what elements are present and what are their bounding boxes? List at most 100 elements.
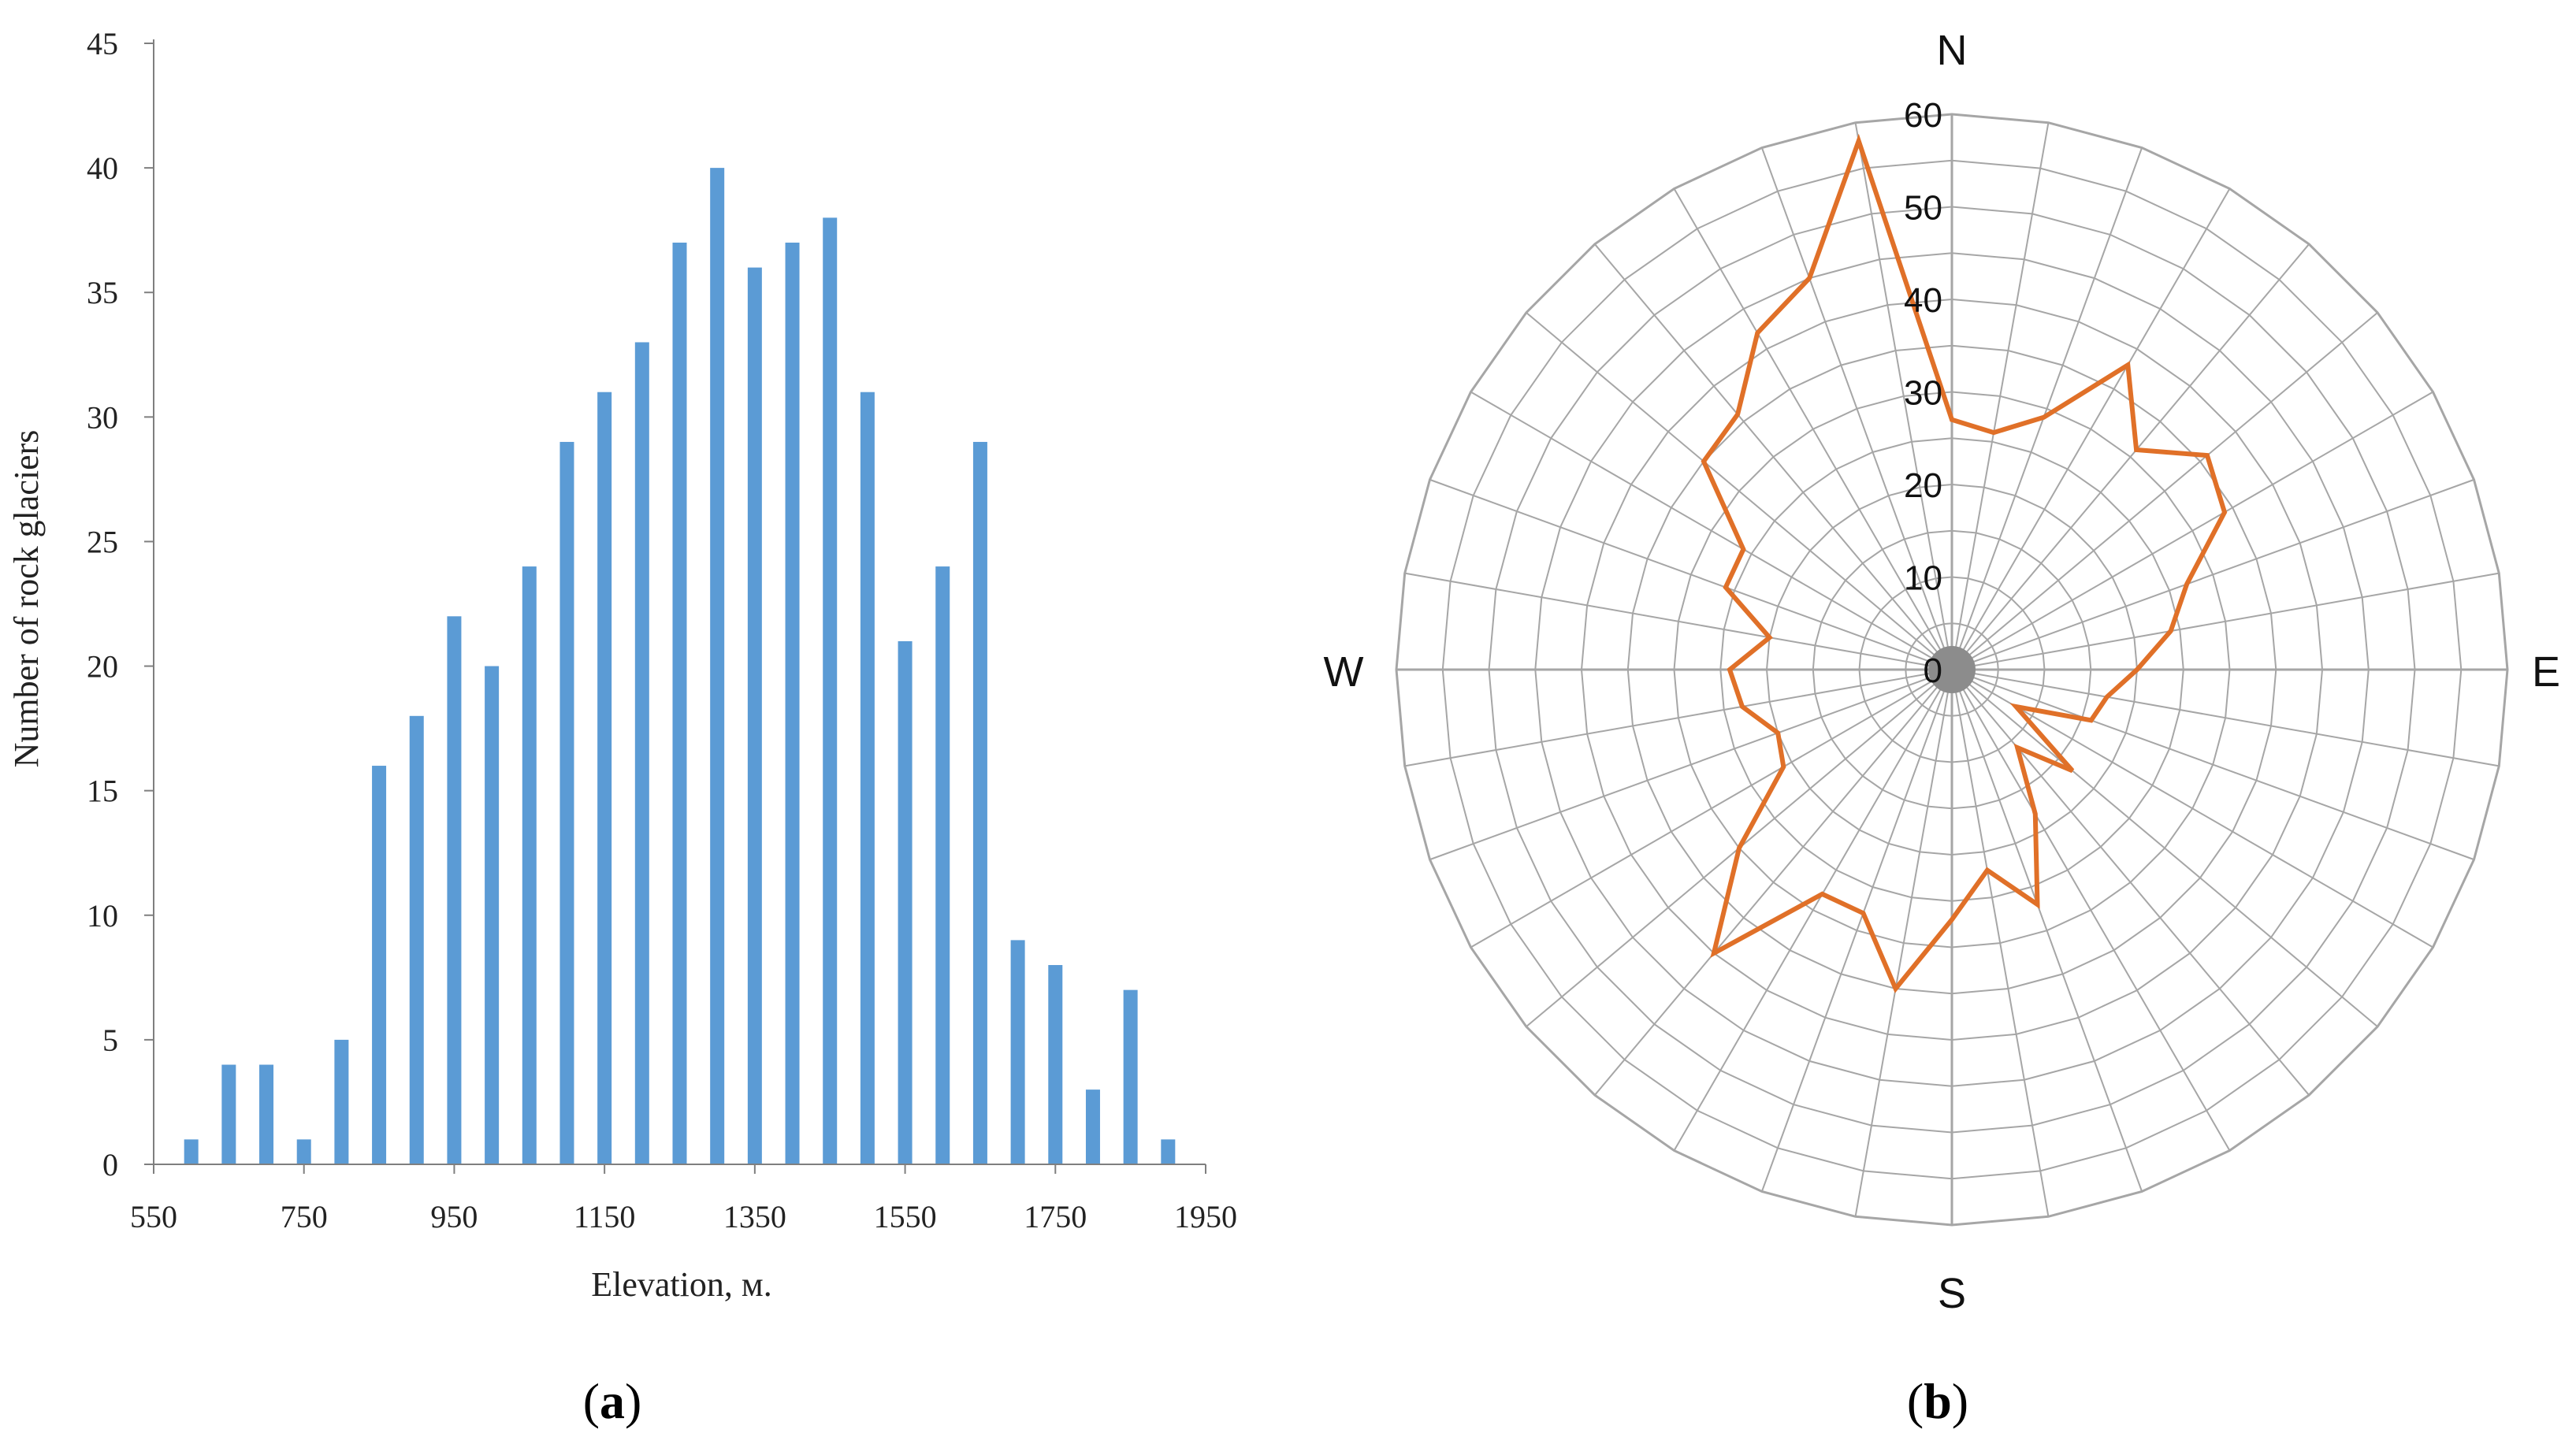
radar-spoke bbox=[1951, 669, 2050, 1217]
bar bbox=[785, 242, 800, 1164]
x-tick-labels: 550 750 950 1150 1350 1550 1750 1950 bbox=[130, 1164, 1237, 1234]
bar bbox=[634, 342, 649, 1164]
y-tick-label: 5 bbox=[102, 1023, 118, 1058]
radar-spoke bbox=[1429, 669, 1953, 861]
bar bbox=[259, 1064, 274, 1164]
radar-spoke bbox=[1951, 669, 2474, 861]
panel-label-a: (a) bbox=[583, 1373, 642, 1429]
direction-label-east: E bbox=[2532, 648, 2560, 696]
x-tick-label: 1350 bbox=[723, 1199, 786, 1234]
bar bbox=[935, 566, 950, 1164]
radar-spoke bbox=[1951, 669, 2143, 1192]
radar-spoke bbox=[1951, 669, 2231, 1152]
radar-spoke bbox=[1429, 478, 1953, 670]
bar bbox=[296, 1139, 311, 1164]
radar-spoke bbox=[1951, 478, 2474, 670]
bar bbox=[522, 566, 537, 1164]
radar-spokes bbox=[1396, 114, 2507, 1225]
bar bbox=[372, 766, 387, 1164]
bar bbox=[710, 168, 725, 1165]
y-tick-label: 35 bbox=[87, 275, 118, 310]
panel-label-a-letter: a bbox=[600, 1373, 625, 1429]
x-tick-label: 550 bbox=[130, 1199, 177, 1234]
bar bbox=[221, 1064, 236, 1164]
panel-label-b: (b) bbox=[1907, 1373, 1968, 1429]
radar-spoke bbox=[1951, 312, 2378, 670]
bar bbox=[672, 242, 687, 1164]
aspect-radar-chart: 0 10 20 30 40 50 60 N E S W bbox=[1324, 27, 2561, 1317]
radar-spoke bbox=[1404, 669, 1953, 767]
x-tick-label: 1750 bbox=[1024, 1199, 1087, 1234]
bar bbox=[1085, 1089, 1100, 1164]
radar-spoke bbox=[1951, 391, 2434, 670]
radial-tick-label: 60 bbox=[1904, 96, 1942, 135]
x-tick-label: 950 bbox=[430, 1199, 478, 1234]
bar bbox=[1010, 940, 1025, 1164]
radar-spoke bbox=[1673, 187, 1953, 670]
direction-label-north: N bbox=[1937, 27, 1968, 74]
radar-spoke bbox=[1951, 147, 2143, 670]
x-tick-label: 1550 bbox=[874, 1199, 937, 1234]
y-tick-label: 15 bbox=[87, 774, 118, 809]
bar bbox=[747, 267, 762, 1165]
bar bbox=[447, 616, 462, 1164]
x-axis-title: Elevation, м. bbox=[591, 1265, 771, 1304]
y-tick-label: 10 bbox=[87, 898, 118, 934]
bar bbox=[1048, 965, 1063, 1164]
radial-tick-label: 40 bbox=[1904, 281, 1942, 320]
radar-spoke bbox=[1854, 669, 1953, 1217]
bar bbox=[860, 392, 875, 1164]
bar bbox=[559, 441, 574, 1164]
radar-spoke bbox=[1951, 669, 2500, 767]
bar bbox=[409, 715, 424, 1164]
y-tick-label: 40 bbox=[87, 150, 118, 186]
radar-spoke bbox=[1951, 243, 2310, 670]
y-tick-label: 0 bbox=[102, 1147, 118, 1182]
y-tick-label: 25 bbox=[87, 524, 118, 559]
radar-spoke bbox=[1951, 669, 2310, 1096]
radial-tick-label: 10 bbox=[1904, 559, 1942, 598]
x-tick-label: 1150 bbox=[574, 1199, 636, 1234]
radar-spoke bbox=[1951, 187, 2231, 670]
radial-tick-label: 0 bbox=[1924, 651, 1942, 690]
bar bbox=[184, 1139, 199, 1164]
radar-spoke bbox=[1594, 669, 1953, 1096]
radial-tick-label: 50 bbox=[1904, 189, 1942, 228]
radar-spoke bbox=[1470, 391, 1953, 670]
radial-tick-label: 30 bbox=[1904, 374, 1942, 413]
bar bbox=[1161, 1139, 1176, 1164]
panel-label-b-letter: b bbox=[1924, 1373, 1952, 1429]
y-tick-labels: 0 5 10 15 20 25 30 35 40 45 bbox=[87, 26, 154, 1182]
radar-spoke bbox=[1526, 312, 1953, 670]
radar-spoke bbox=[1951, 572, 2500, 670]
bar bbox=[485, 666, 500, 1164]
radar-spoke bbox=[1951, 122, 2050, 670]
histogram-bars bbox=[184, 168, 1176, 1165]
radar-spoke bbox=[1760, 669, 1953, 1192]
bar bbox=[597, 392, 612, 1164]
radar-series-line bbox=[1701, 133, 2228, 993]
y-tick-label: 45 bbox=[87, 26, 118, 61]
radar-spoke bbox=[1951, 669, 2378, 1027]
bar bbox=[898, 640, 913, 1164]
bar bbox=[972, 441, 987, 1164]
direction-label-south: S bbox=[1938, 1270, 1966, 1317]
radar-spoke bbox=[1404, 572, 1953, 670]
radar-center-dot bbox=[1928, 646, 1976, 693]
direction-label-west: W bbox=[1324, 648, 1364, 696]
radial-tick-label: 20 bbox=[1904, 466, 1942, 505]
x-tick-label: 1950 bbox=[1174, 1199, 1237, 1234]
x-tick-label: 750 bbox=[281, 1199, 328, 1234]
radar-spoke bbox=[1470, 669, 1953, 948]
radar-spoke bbox=[1951, 669, 2434, 948]
bar bbox=[1123, 989, 1138, 1164]
radar-spoke bbox=[1594, 243, 1953, 670]
radar-spoke bbox=[1760, 147, 1953, 670]
elevation-histogram: 0 5 10 15 20 25 30 35 40 45 550 750 950 1150 1350 1550… bbox=[7, 26, 1237, 1304]
radar-spoke bbox=[1854, 122, 1953, 670]
y-tick-label: 20 bbox=[87, 649, 118, 685]
radial-tick-labels: 0 10 20 30 40 50 60 bbox=[1904, 96, 1942, 690]
y-axis-title: Number of rock glaciers bbox=[7, 430, 46, 768]
y-tick-label: 30 bbox=[87, 399, 118, 435]
